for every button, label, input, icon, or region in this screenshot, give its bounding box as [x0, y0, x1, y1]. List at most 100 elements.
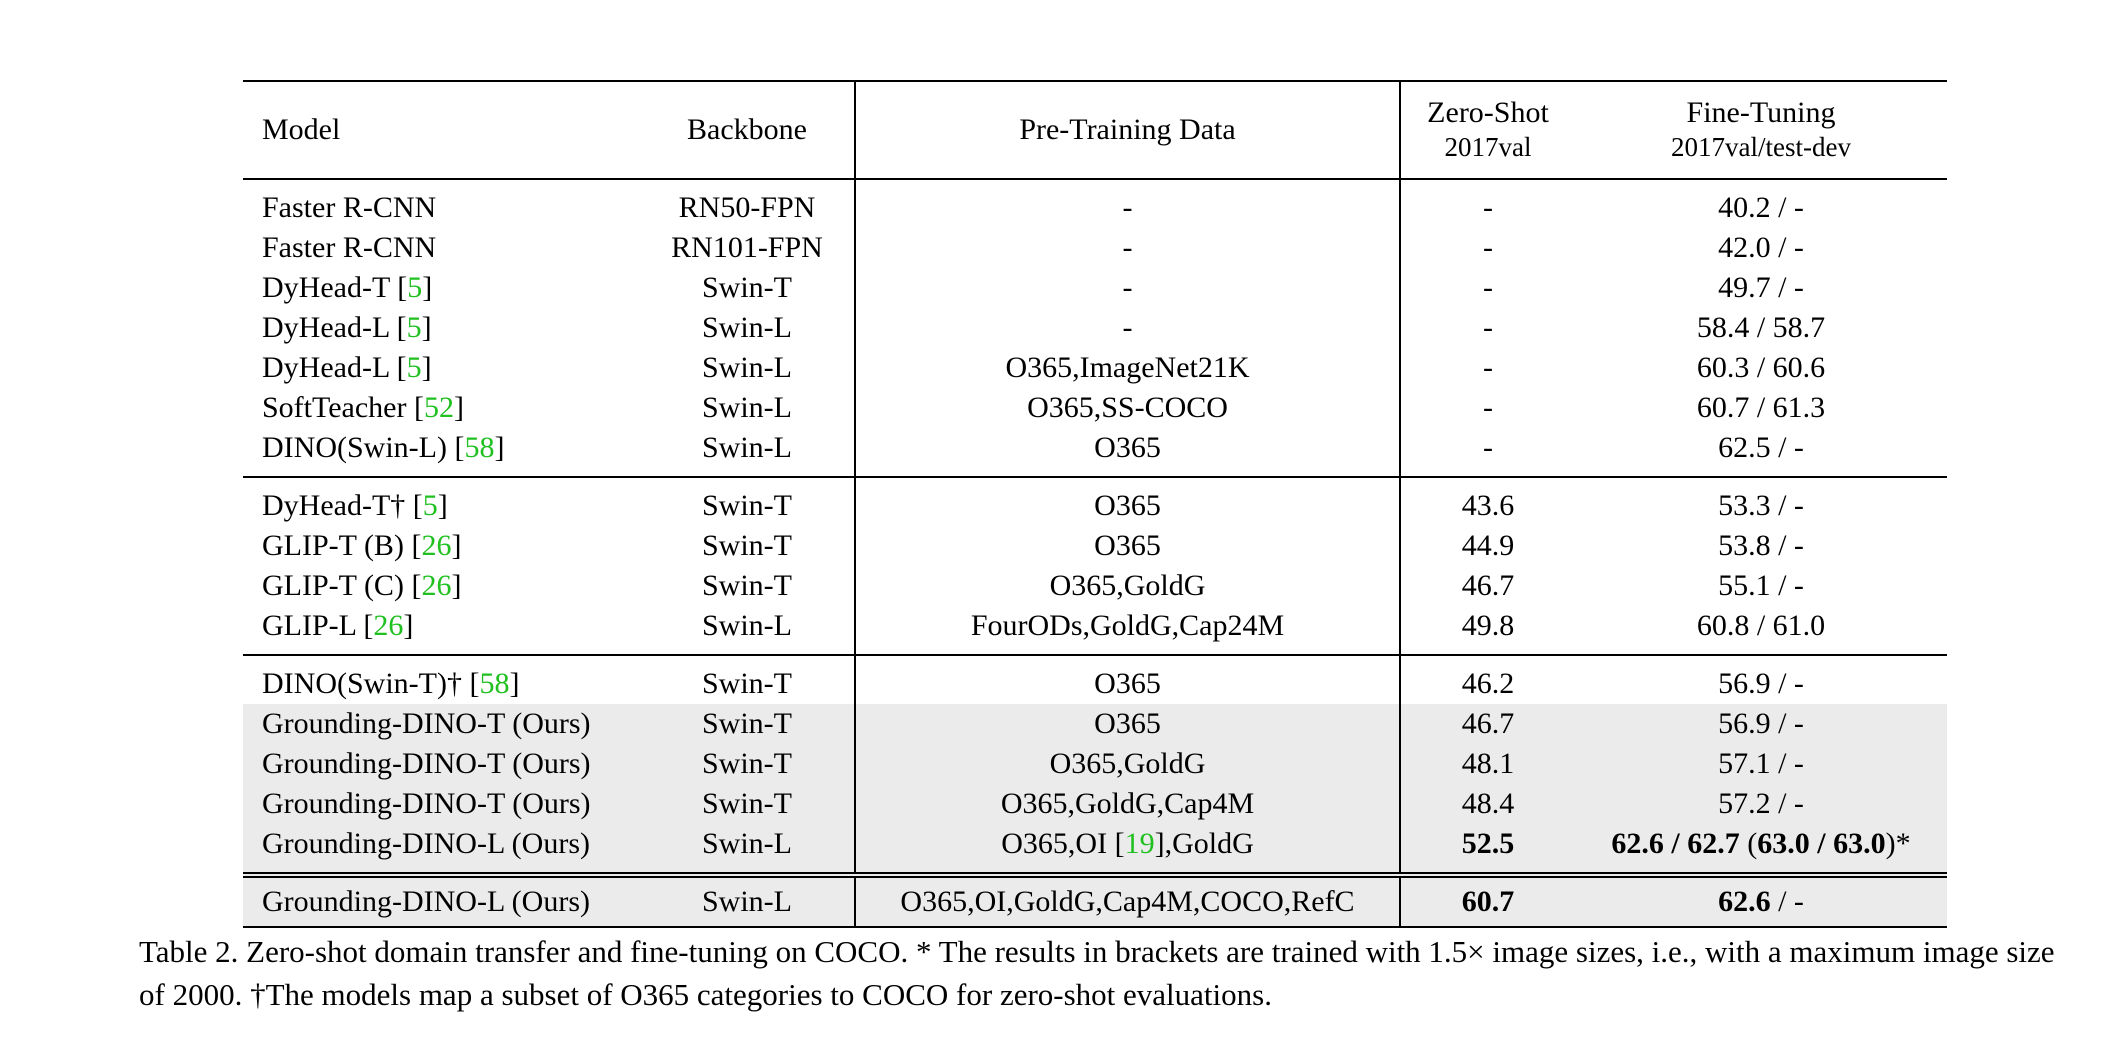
table-cell: 46.7: [1461, 707, 1515, 740]
header-cell: Pre-Training Data: [854, 81, 1401, 179]
header-text: Zero-Shot: [1427, 96, 1549, 129]
table-cell: O365,OI,GoldG,Cap4M,COCO,RefC: [854, 875, 1401, 927]
table-cell: RN101-FPN: [671, 231, 823, 264]
citation: 58: [479, 667, 510, 700]
table-cell: Swin-L: [702, 391, 792, 424]
table-cell: O365: [854, 526, 1401, 566]
table-cell: DINO(Swin-L) [58]: [262, 431, 505, 464]
table-cell: Swin-T: [702, 569, 792, 602]
table-header: Model Backbone Pre-Training Data Zero-Sh…: [243, 81, 1947, 179]
table-cell: FourODs,GoldG,Cap24M: [854, 606, 1401, 655]
citation: 19: [1124, 827, 1155, 860]
header-cell: Zero-Shot 2017val: [1400, 81, 1575, 179]
table-cell: 62.6 / -: [1718, 885, 1804, 918]
results-table: Model Backbone Pre-Training Data Zero-Sh…: [243, 80, 1947, 928]
citation: 5: [406, 311, 422, 344]
table-cell: 55.1 / -: [1718, 569, 1804, 602]
header-cell: Backbone: [687, 113, 807, 146]
citation: 52: [424, 391, 454, 424]
table-row: Grounding-DINO-T (Ours) Swin-T O365,GoldG,…: [243, 784, 1947, 824]
table-cell: 46.2: [1461, 667, 1515, 700]
header-cell: Model: [262, 113, 341, 146]
table-cell: O365,SS-COCO: [854, 388, 1401, 428]
table-cell: 56.9 / -: [1718, 707, 1804, 740]
table-row: DINO(Swin-T)† [58] Swin-T O365 46.2 56.9 / -: [243, 655, 1947, 704]
bold-value: 63.0 / 63.0: [1757, 827, 1886, 860]
table-row: SoftTeacher [52] Swin-L O365,SS-COCO - 60.7 …: [243, 388, 1947, 428]
table-cell: O365,GoldG,Cap4M: [854, 784, 1401, 824]
table-cell: 46.7: [1461, 569, 1515, 602]
bold-value: 62.6: [1718, 885, 1771, 918]
table-cell: 58.4 / 58.7: [1696, 311, 1826, 344]
row-group: DINO(Swin-T)† [58] Swin-T O365 46.2 56.9 / -…: [243, 655, 1947, 875]
table-row: GLIP-T (C) [26] Swin-T O365,GoldG 46.7 55.1 …: [243, 566, 1947, 606]
table-row: GLIP-L [26] Swin-L FourODs,GoldG,Cap24M 49.…: [243, 606, 1947, 655]
citation: 58: [464, 431, 495, 464]
table-cell: O365: [854, 428, 1401, 477]
table-cell: O365: [854, 704, 1401, 744]
table-cell: Swin-T: [702, 747, 792, 780]
table-cell: 57.1 / -: [1718, 747, 1804, 780]
table-cell: O365,OI [19],GoldG: [854, 824, 1401, 875]
table-cell: DyHead-T† [5]: [262, 489, 448, 522]
table-row: Grounding-DINO-T (Ours) Swin-T O365 46.7 56.…: [243, 704, 1947, 744]
table-cell: GLIP-T (B) [26]: [262, 529, 462, 562]
table-cell: Swin-L: [702, 311, 792, 344]
bold-value: 60.7: [1461, 885, 1515, 918]
table-cell: -: [1483, 231, 1493, 264]
table-cell: 48.4: [1461, 787, 1515, 820]
table-caption: Table 2. Zero-shot domain transfer and f…: [139, 934, 2055, 1012]
table-cell: O365,ImageNet21K: [854, 348, 1401, 388]
citation: 26: [373, 609, 404, 642]
table-cell: 48.1: [1461, 747, 1515, 780]
header-cell: Fine-Tuning 2017val/test-dev: [1575, 81, 1947, 179]
table-cell: 57.2 / -: [1718, 787, 1804, 820]
table-cell: -: [1483, 391, 1493, 424]
table-row: Faster R-CNN RN50-FPN - - 40.2 / -: [243, 179, 1947, 228]
table-cell: O365,GoldG: [854, 744, 1401, 784]
table-cell: 60.7 / 61.3: [1696, 391, 1826, 424]
table-cell: 53.3 / -: [1718, 489, 1804, 522]
table-cell: Swin-T: [702, 271, 792, 304]
table-cell: Grounding-DINO-T (Ours): [262, 707, 591, 740]
citation: 5: [422, 489, 438, 522]
table-cell: -: [1483, 271, 1493, 304]
table-cell: 56.9 / -: [1718, 667, 1804, 700]
table-cell: Swin-L: [702, 431, 792, 464]
table-row: Grounding-DINO-L (Ours) Swin-L O365,OI,Gol…: [243, 875, 1947, 927]
table-cell: GLIP-L [26]: [262, 609, 414, 642]
table-cell: Grounding-DINO-T (Ours): [262, 747, 591, 780]
table-cell: -: [854, 268, 1401, 308]
table-row: DyHead-L [5] Swin-L O365,ImageNet21K - 60.3 …: [243, 348, 1947, 388]
table-cell: DINO(Swin-T)† [58]: [262, 667, 520, 700]
table-cell: Swin-T: [702, 787, 792, 820]
table-cell: DyHead-L [5]: [262, 311, 432, 344]
header-row: Model Backbone Pre-Training Data Zero-Sh…: [243, 81, 1947, 179]
table-cell: Grounding-DINO-L (Ours): [262, 885, 590, 918]
table-cell: Swin-L: [702, 609, 792, 642]
table-cell: 42.0 / -: [1718, 231, 1804, 264]
bold-value: 52.5: [1461, 827, 1515, 860]
table-row: Grounding-DINO-T (Ours) Swin-T O365,GoldG 4…: [243, 744, 1947, 784]
table-cell: Swin-T: [702, 667, 792, 700]
row-group: Grounding-DINO-L (Ours) Swin-L O365,OI,Gol…: [243, 875, 1947, 927]
header-text: Fine-Tuning: [1686, 96, 1836, 129]
table-cell: Swin-T: [702, 529, 792, 562]
citation: 26: [421, 529, 452, 562]
table-row: Faster R-CNN RN101-FPN - -42.0 / -: [243, 228, 1947, 268]
table-cell: Swin-T: [702, 489, 792, 522]
table-cell: 52.5: [1400, 824, 1575, 875]
table-cell: O365: [854, 655, 1401, 704]
table-cell: -: [854, 179, 1401, 228]
table-cell: 60.3 / 60.6: [1696, 351, 1826, 384]
row-group: Faster R-CNN RN50-FPN - -40.2 / - Faster R-C…: [243, 179, 1947, 477]
table-row: Grounding-DINO-L (Ours) Swin-L O365,OI [19…: [243, 824, 1947, 875]
table-cell: DyHead-T [5]: [262, 271, 433, 304]
table-cell: 49.7 / -: [1718, 271, 1804, 304]
citation: 5: [406, 351, 422, 384]
table-cell: 53.8 / -: [1718, 529, 1804, 562]
row-group: DyHead-T† [5] Swin-T O365 43.6 53.3 / - GLIP-…: [243, 477, 1947, 655]
table-cell: Grounding-DINO-L (Ours): [262, 827, 590, 860]
table-cell: RN50-FPN: [678, 191, 816, 224]
